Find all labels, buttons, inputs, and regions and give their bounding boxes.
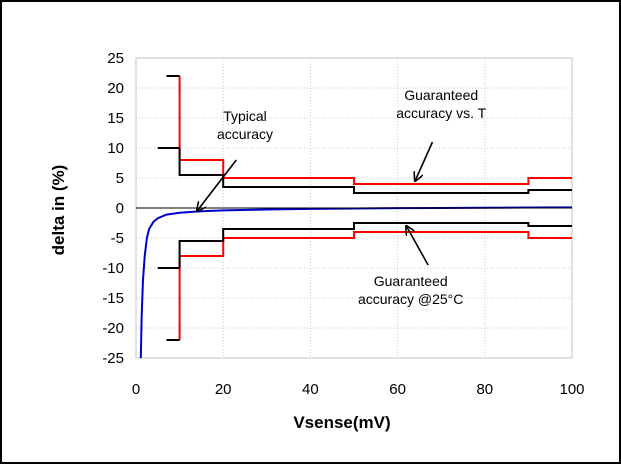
x-tick-label: 100 [559,381,584,398]
annotation-arrow [197,159,237,211]
y-axis-title: delta in (%) [49,165,68,256]
annotation-text: accuracy @25°C [358,291,463,307]
x-tick-label: 80 [476,381,493,398]
x-tick-label: 0 [132,381,140,398]
series-layer [139,75,573,359]
annotation-text: accuracy vs. T [396,105,486,121]
y-tick-label: 0 [116,200,124,217]
annotation-arrow [415,141,434,181]
annotation-arrow [406,226,429,266]
tick-label-layer: -25 -20 -15 -10 -5 0 5 10 15 20 25 0 20 40 60 80 100 [102,50,584,398]
y-tick-label: 20 [107,80,124,97]
y-tick-label: 5 [116,170,124,187]
annotation-2: Guaranteed accuracy vs. T [396,87,487,181]
y-tick-label: 25 [107,50,124,67]
y-tick-label: 10 [107,140,124,157]
y-tick-label: -5 [111,230,124,247]
y-tick-label: 15 [107,110,124,127]
series-line-2 [178,231,572,340]
y-tick-label: -25 [102,350,124,367]
y-tick-label: -15 [102,290,124,307]
x-axis-title: Vsense(mV) [293,413,390,432]
annotation-text: Guaranteed [404,87,478,103]
y-tick-label: -10 [102,260,124,277]
annotation-3: Guaranteed accuracy @25°C [358,226,463,307]
x-tick-label: 20 [215,381,232,398]
y-tick-label: -20 [102,320,124,337]
annotation-text: Typical [223,108,267,124]
series-line-1 [178,76,572,185]
x-tick-label: 40 [302,381,319,398]
series-line-3 [178,148,572,194]
x-tick-label: 60 [389,381,406,398]
series-line-4 [178,222,572,268]
annotation-text: accuracy [217,126,273,142]
annotation-text: Guaranteed [374,273,448,289]
annotation-1: Typical accuracy [197,108,273,211]
